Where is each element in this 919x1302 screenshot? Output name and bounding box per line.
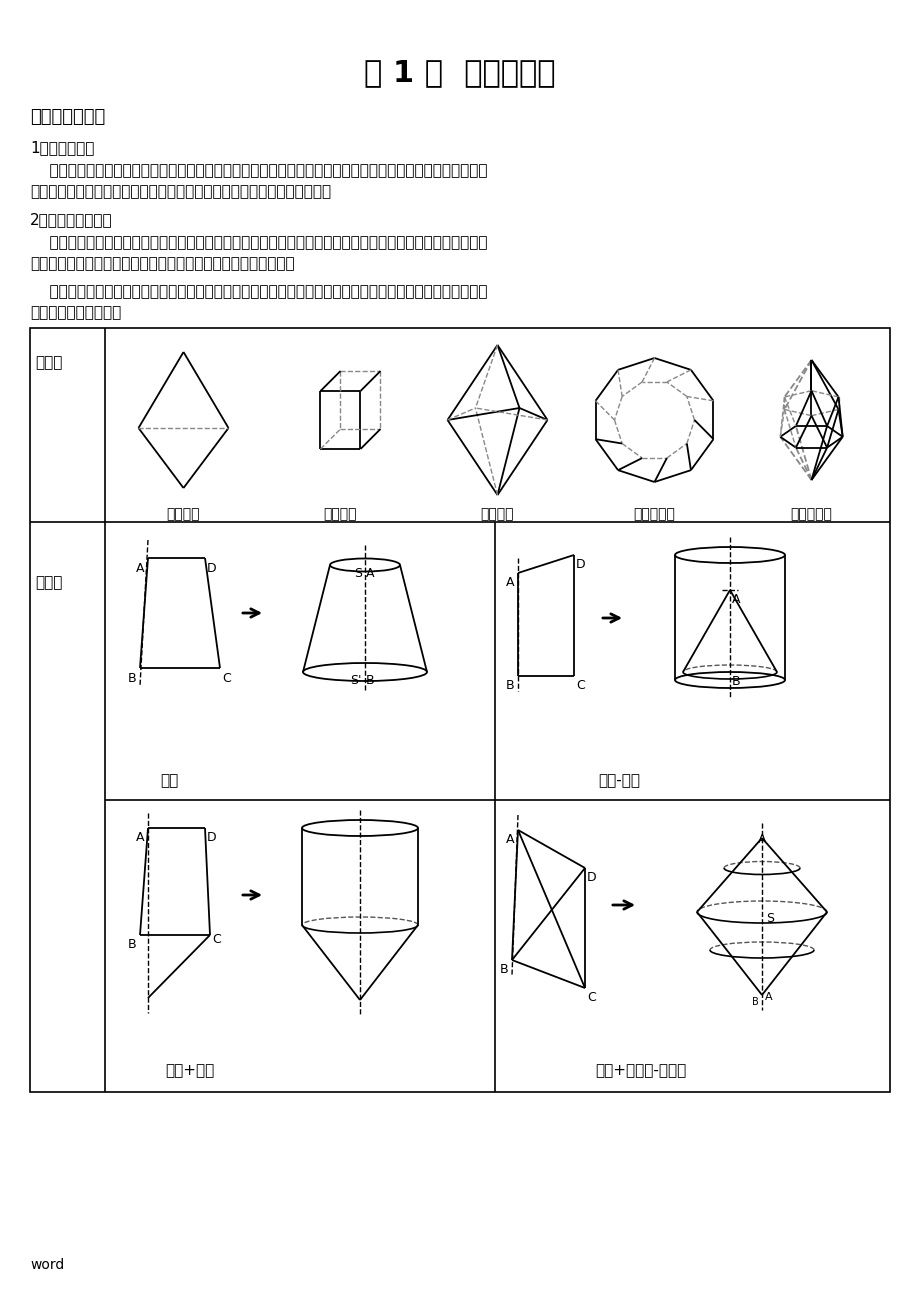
Text: B: B bbox=[366, 674, 374, 687]
Text: 正四面体: 正四面体 bbox=[166, 506, 200, 521]
Text: 一、空间几何体: 一、空间几何体 bbox=[30, 108, 105, 126]
Text: 圆柱+圆锥: 圆柱+圆锥 bbox=[165, 1062, 214, 1078]
Text: 正二十面体: 正二十面体 bbox=[789, 506, 832, 521]
Text: 多面体：由若干个平面多边形围成的几何体叫做多面体。围成多面体的各个多边形叫做多面体的面；相邻两个: 多面体：由若干个平面多边形围成的几何体叫做多面体。围成多面体的各个多边形叫做多面… bbox=[30, 234, 487, 250]
Text: 多面体: 多面体 bbox=[35, 355, 62, 370]
Text: 1、空间几何体: 1、空间几何体 bbox=[30, 141, 95, 155]
Text: 面的公共边叫做多面体的棱；棱与棱的公共点叫做多面体的顶点。: 面的公共边叫做多面体的棱；棱与棱的公共点叫做多面体的顶点。 bbox=[30, 256, 294, 271]
Text: C: C bbox=[586, 991, 596, 1004]
Text: 旋转体: 旋转体 bbox=[35, 575, 62, 590]
Text: 正六面体: 正六面体 bbox=[323, 506, 357, 521]
Text: B: B bbox=[732, 674, 740, 687]
Text: S': S' bbox=[350, 674, 361, 687]
Text: D: D bbox=[207, 562, 216, 575]
Text: B: B bbox=[499, 963, 507, 976]
Text: 不考虑其他因素，那么由这些物体抽象出来的空间图形就叫做空间几何体。: 不考虑其他因素，那么由这些物体抽象出来的空间图形就叫做空间几何体。 bbox=[30, 184, 331, 199]
Text: B: B bbox=[127, 672, 136, 685]
Text: 第 1 讲  空间几何体: 第 1 讲 空间几何体 bbox=[364, 59, 555, 87]
Text: C: C bbox=[575, 680, 584, 691]
Text: A: A bbox=[366, 566, 374, 579]
Bar bbox=[30, 328, 889, 1092]
Text: 旋转体：由一个平面图形绕它所在的平面内的一条定直线旋转所形成的封闭几何体，叫做旋转几何体。这条定: 旋转体：由一个平面图形绕它所在的平面内的一条定直线旋转所形成的封闭几何体，叫做旋… bbox=[30, 284, 487, 299]
Text: D: D bbox=[207, 831, 216, 844]
Text: S: S bbox=[766, 911, 773, 924]
Text: 在我们周围存在着各种各样的物体，它们都占据着空间的一部分。如果我们只考虑这些物体的形状和大小，而: 在我们周围存在着各种各样的物体，它们都占据着空间的一部分。如果我们只考虑这些物体… bbox=[30, 163, 487, 178]
Text: A: A bbox=[135, 831, 144, 844]
Text: 圆台: 圆台 bbox=[160, 773, 178, 788]
Text: A: A bbox=[765, 992, 772, 1003]
Text: B: B bbox=[752, 997, 758, 1006]
Text: 正八面体: 正八面体 bbox=[481, 506, 514, 521]
Text: A: A bbox=[732, 592, 740, 605]
Text: word: word bbox=[30, 1258, 64, 1272]
Text: 直线叫做旋转体的轴。: 直线叫做旋转体的轴。 bbox=[30, 305, 121, 320]
Text: D: D bbox=[575, 559, 585, 572]
Text: A: A bbox=[135, 562, 144, 575]
Text: C: C bbox=[211, 934, 221, 947]
Text: A: A bbox=[505, 575, 514, 589]
Text: A: A bbox=[757, 833, 766, 846]
Text: A: A bbox=[505, 833, 514, 846]
Text: D: D bbox=[586, 871, 596, 884]
Text: B: B bbox=[127, 937, 136, 950]
Text: 2、多面体和旋转体: 2、多面体和旋转体 bbox=[30, 212, 112, 227]
Text: 圆台+大圆锥-小圆锥: 圆台+大圆锥-小圆锥 bbox=[595, 1062, 686, 1078]
Text: 正十二面体: 正十二面体 bbox=[633, 506, 675, 521]
Text: 圆柱-圆锥: 圆柱-圆锥 bbox=[597, 773, 640, 788]
Text: S: S bbox=[354, 566, 361, 579]
Text: B: B bbox=[505, 680, 514, 691]
Text: C: C bbox=[221, 672, 231, 685]
